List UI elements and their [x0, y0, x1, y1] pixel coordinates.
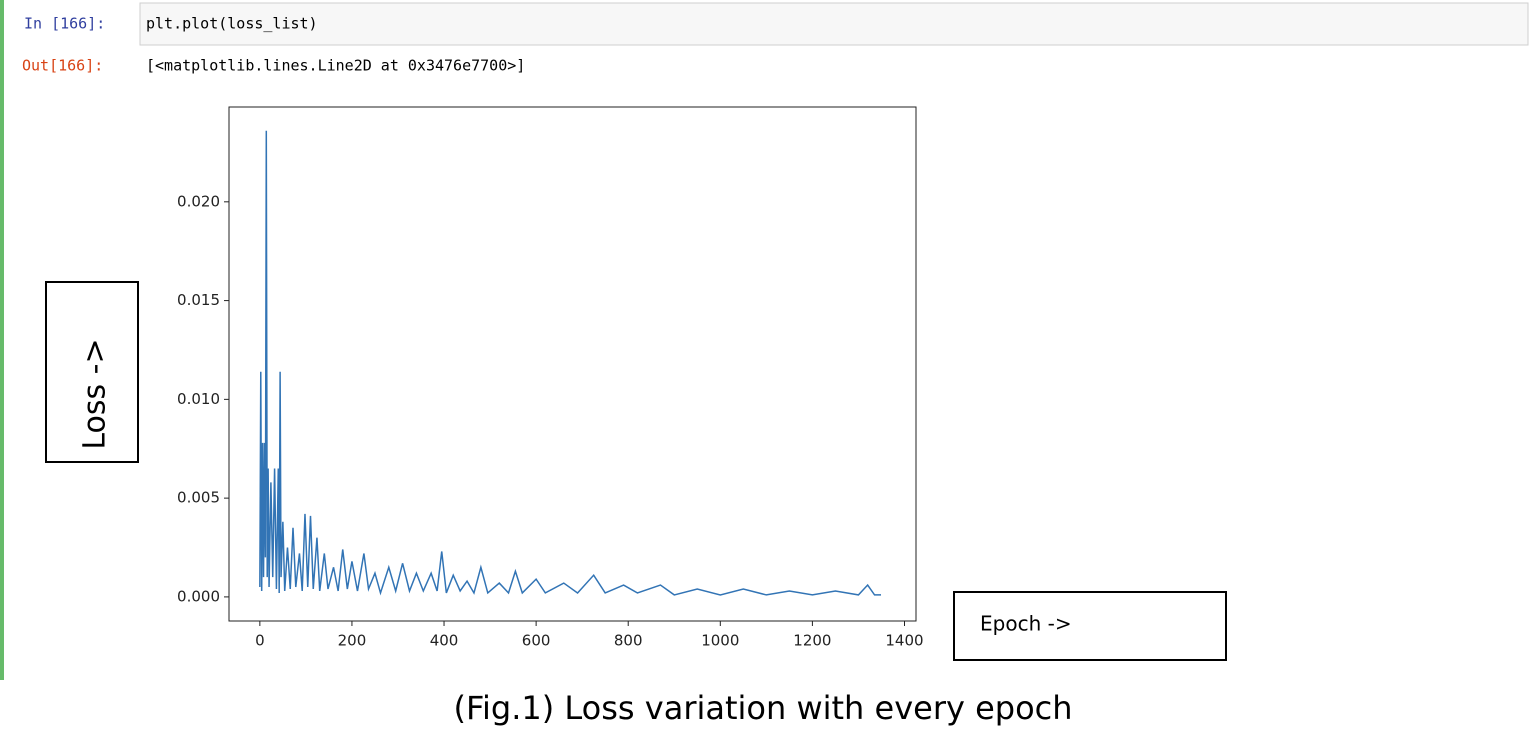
x-tick-label: 1400: [885, 632, 923, 650]
x-tick-label: 0: [255, 632, 265, 650]
output-text: [<matplotlib.lines.Line2D at 0x3476e7700…: [146, 57, 525, 75]
y-tick-label: 0.005: [177, 489, 220, 507]
x-axis-label: Epoch ->: [980, 612, 1072, 636]
input-area[interactable]: [139, 2, 1529, 46]
x-tick-label: 200: [338, 632, 367, 650]
y-tick-label: 0.015: [177, 291, 220, 309]
x-tick-label: 400: [430, 632, 459, 650]
code: plt.plot(loss_list): [146, 15, 318, 33]
x-tick-label: 600: [522, 632, 551, 650]
caption: (Fig.1) Loss variation with every epoch: [453, 689, 1072, 727]
plot-frame: [228, 106, 917, 622]
loss-line: [259, 130, 882, 596]
y-axis-label: Loss ->: [78, 338, 113, 449]
cell-border: [0, 0, 4, 680]
y-tick-label: 0.010: [177, 390, 220, 408]
x-tick-label: 800: [614, 632, 643, 650]
y-tick-label: 0.000: [177, 587, 220, 605]
y-tick-label: 0.020: [177, 192, 220, 210]
x-tick-label: 1000: [701, 632, 739, 650]
x-tick-label: 1200: [793, 632, 831, 650]
ylabel-box: [45, 281, 139, 463]
in-prompt: In [166]:: [24, 15, 105, 33]
xlabel-box: [953, 591, 1227, 661]
out-prompt: Out[166]:: [22, 57, 103, 75]
